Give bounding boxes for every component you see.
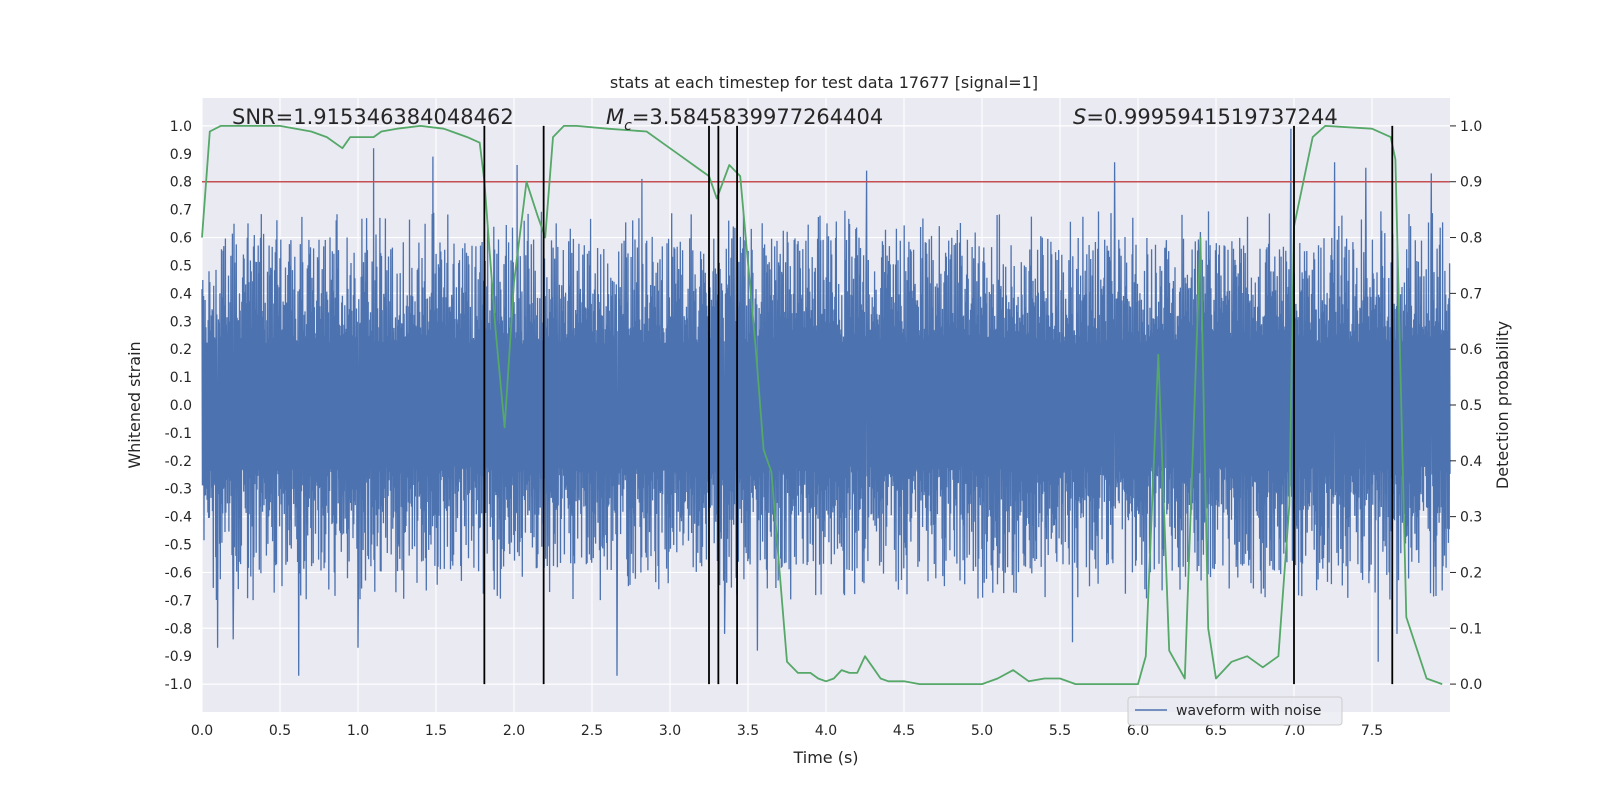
legend: waveform with noise: [1127, 696, 1343, 726]
x-tick-label: 1.5: [425, 723, 447, 739]
y-tick-label: 0.0: [170, 398, 192, 414]
x-tick-label: 3.5: [737, 723, 759, 739]
y-tick-label: -0.1: [165, 426, 192, 442]
y2-tick-label: 0.5: [1460, 398, 1482, 414]
mc-value: =3.5845839977264404: [632, 105, 883, 129]
y-tick-label: 0.2: [170, 342, 192, 358]
x-axis-ticks: 0.0 0.5 1.0 1.5 2.0 2.5 3.0 3.5 4.0 4.5 5.0 5.5 6.0 6…: [191, 723, 1383, 739]
y-tick-label: 0.5: [170, 258, 192, 274]
y2-tick-label: 0.6: [1460, 342, 1482, 358]
x-tick-label: 6.0: [1127, 723, 1149, 739]
y2-tick-label: 0.7: [1460, 286, 1482, 302]
y-axis-label: Whitened strain: [125, 341, 144, 468]
x-tick-label: 0.5: [269, 723, 291, 739]
x-tick-label: 3.0: [659, 723, 681, 739]
y-tick-label: -0.9: [165, 649, 192, 665]
probability-line: [201, 125, 1443, 685]
x-tick-label: 1.0: [347, 723, 369, 739]
x-tick-label: 4.0: [815, 723, 837, 739]
s-value: =0.9995941519737244: [1086, 105, 1337, 129]
y-tick-label: 0.3: [170, 314, 192, 330]
y-tick-label: 1.0: [170, 119, 192, 135]
y-tick-label: -0.6: [165, 565, 192, 581]
y-tick-label: -0.4: [165, 510, 192, 526]
y-tick-label: 0.8: [170, 175, 192, 191]
x-tick-label: 7.0: [1283, 723, 1305, 739]
y-tick-label: -1.0: [165, 677, 192, 693]
s-symbol: S: [1073, 105, 1086, 129]
waveform-line: [201, 128, 1451, 676]
x-tick-label: 5.0: [971, 723, 993, 739]
y-tick-label: 0.6: [170, 231, 192, 247]
x-tick-label: 7.5: [1361, 723, 1383, 739]
legend-label: waveform with noise: [1176, 703, 1321, 719]
x-axis-label: Time (s): [792, 748, 858, 767]
legend-box: [1127, 696, 1343, 726]
y2-tick-label: 0.3: [1460, 510, 1482, 526]
y2-tick-label: 0.4: [1460, 454, 1482, 470]
y2-tick-label: 1.0: [1460, 119, 1482, 135]
y2-axis-ticks: 1.0 0.9 0.8 0.7 0.6 0.5 0.4 0.3 0.2 0.1 0.0: [1450, 119, 1482, 693]
y-tick-label: 0.1: [170, 370, 192, 386]
y-tick-label: 0.9: [170, 147, 192, 163]
y-tick-label: 0.4: [170, 286, 192, 302]
y-tick-label: -0.5: [165, 538, 192, 554]
y-tick-label: -0.8: [165, 621, 192, 637]
y2-tick-label: 0.0: [1460, 677, 1482, 693]
mc-annotation: Mc=3.5845839977264404: [606, 105, 883, 134]
mc-subscript: c: [624, 118, 632, 134]
mc-symbol: M: [606, 105, 624, 129]
y-tick-label: -0.2: [165, 454, 192, 470]
y2-tick-label: 0.1: [1460, 621, 1482, 637]
y2-tick-label: 0.9: [1460, 175, 1482, 191]
x-tick-label: 2.5: [581, 723, 603, 739]
y-axis-ticks: 1.0 0.9 0.8 0.7 0.6 0.5 0.4 0.3 0.2 0.1 0.0 -0.1 -0.…: [165, 119, 192, 693]
chart-title: stats at each timestep for test data 176…: [610, 73, 1038, 92]
x-tick-label: 2.0: [503, 723, 525, 739]
x-tick-label: 4.5: [893, 723, 915, 739]
snr-annotation: SNR=1.915346384048462: [232, 105, 514, 129]
probability-series: [201, 125, 1443, 685]
y2-tick-label: 0.2: [1460, 565, 1482, 581]
waveform-series: [201, 128, 1451, 676]
x-tick-label: 5.5: [1049, 723, 1071, 739]
s-annotation: S=0.9995941519737244: [1073, 105, 1338, 129]
x-tick-label: 0.0: [191, 723, 213, 739]
y-tick-label: -0.7: [165, 593, 192, 609]
y-tick-label: -0.3: [165, 482, 192, 498]
y-tick-label: 0.7: [170, 203, 192, 219]
vertical-markers: [483, 125, 1394, 685]
y2-axis-label: Detection probability: [1493, 321, 1512, 489]
x-tick-label: 6.5: [1205, 723, 1227, 739]
y2-tick-label: 0.8: [1460, 231, 1482, 247]
